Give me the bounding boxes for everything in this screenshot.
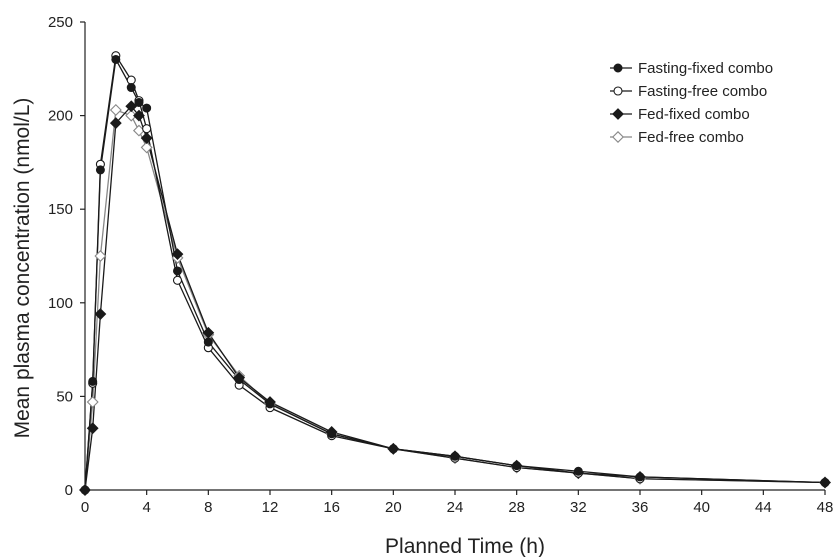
legend-label: Fasting-free combo (638, 83, 767, 100)
legend-label: Fed-free combo (638, 129, 744, 146)
y-tick-label: 200 (48, 108, 73, 125)
legend: Fasting-fixed combo Fasting-free combo Fed… (610, 60, 773, 146)
legend-label: Fasting-fixed combo (638, 60, 773, 77)
data-point (234, 375, 244, 385)
data-point (94, 250, 107, 262)
x-tick-label: 40 (693, 499, 710, 516)
series-2 (84, 105, 826, 491)
legend-swatch-marker (612, 108, 624, 120)
x-tick-label: 0 (81, 499, 89, 516)
data-point (512, 461, 522, 471)
x-tick-label: 44 (755, 499, 772, 516)
y-tick-label: 100 (48, 295, 73, 312)
data-point (171, 248, 184, 261)
data-point (203, 337, 213, 347)
data-point (820, 478, 830, 488)
data-point (86, 396, 99, 408)
x-ticks: 0 4 8 12 16 20 24 28 32 36 40 44 48 (81, 490, 834, 516)
series-line (84, 57, 826, 491)
data-point (140, 141, 153, 154)
data-point (134, 97, 144, 107)
x-tick-label: 36 (632, 499, 649, 516)
data-point (172, 275, 183, 285)
legend-item: Fasting-fixed combo (610, 60, 773, 77)
legend-label: Fed-fixed combo (638, 106, 750, 123)
series-markers-2 (79, 100, 831, 496)
y-tick-label: 0 (65, 482, 73, 499)
legend-swatch-marker (613, 86, 623, 96)
y-tick-label: 250 (48, 14, 73, 31)
x-tick-label: 28 (508, 499, 525, 516)
data-point (94, 308, 107, 320)
data-point (126, 83, 136, 93)
data-point (126, 75, 136, 85)
y-axis-title: Mean plasma concentration (nmol/L) (11, 98, 34, 439)
data-point (95, 165, 105, 175)
series-line (84, 105, 826, 491)
data-point (388, 444, 398, 454)
data-point (109, 104, 122, 116)
series-0 (84, 57, 826, 491)
data-point (265, 399, 275, 409)
data-point (635, 472, 645, 482)
data-point (142, 124, 152, 134)
legend-swatch-marker (613, 63, 623, 73)
data-point (142, 103, 152, 113)
x-tick-label: 8 (204, 499, 212, 516)
series-markers-0 (80, 54, 830, 495)
series-markers-3 (79, 104, 831, 496)
x-tick-label: 24 (447, 499, 464, 516)
data-point (125, 100, 138, 113)
x-tick-label: 48 (817, 499, 834, 516)
legend-swatch-marker (612, 131, 624, 143)
data-point (111, 54, 121, 64)
x-tick-label: 16 (323, 499, 340, 516)
series-layer (79, 51, 831, 496)
y-tick-label: 150 (48, 201, 73, 218)
data-point (88, 376, 98, 386)
data-point (573, 466, 583, 476)
x-tick-label: 20 (385, 499, 402, 516)
x-axis-title: Planned Time (h) (385, 535, 545, 557)
data-point (450, 451, 460, 461)
data-point (86, 422, 99, 435)
data-point (109, 117, 122, 129)
data-point (125, 109, 138, 122)
data-point (140, 132, 153, 144)
data-point (80, 485, 90, 495)
x-tick-label: 4 (142, 499, 150, 516)
x-tick-label: 32 (570, 499, 587, 516)
legend-item: Fed-fixed combo (610, 106, 750, 123)
y-ticks: 0 50 100 150 200 250 (48, 14, 85, 499)
legend-item: Fed-free combo (610, 129, 744, 146)
data-point (173, 266, 182, 276)
data-point (327, 429, 337, 439)
x-tick-label: 12 (262, 499, 279, 516)
legend-item: Fasting-free combo (610, 83, 767, 100)
y-tick-label: 50 (56, 388, 73, 405)
data-point (133, 109, 145, 122)
